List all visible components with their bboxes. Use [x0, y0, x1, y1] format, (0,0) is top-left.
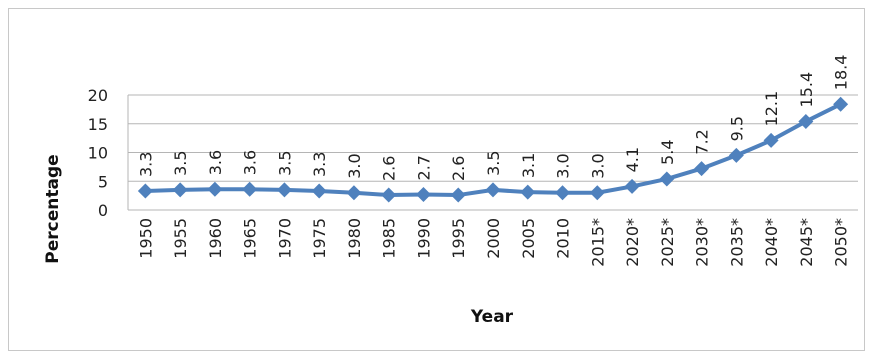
marker-1965: [242, 181, 258, 197]
data-label-1985: 2.6: [380, 156, 399, 181]
marker-1995: [450, 187, 466, 203]
marker-2010: [555, 185, 571, 201]
data-label-2050*: 18.4: [832, 55, 851, 91]
marker-2035*: [728, 147, 744, 163]
data-label-2010: 3.0: [554, 153, 573, 178]
data-label-1965: 3.6: [241, 150, 260, 175]
x-tick-2015*: 2015*: [588, 218, 607, 267]
x-tick-2030*: 2030*: [693, 218, 712, 267]
data-label-2005: 3.1: [519, 153, 538, 178]
marker-1955: [172, 182, 188, 198]
y-tick-20: 20: [88, 86, 108, 105]
data-label-1980: 3.0: [345, 153, 364, 178]
data-label-2015*: 3.0: [588, 153, 607, 178]
x-tick-2050*: 2050*: [832, 218, 851, 267]
marker-1960: [207, 181, 223, 197]
x-tick-2005: 2005: [519, 218, 538, 259]
x-tick-2035*: 2035*: [727, 218, 746, 267]
marker-2015*: [589, 185, 605, 201]
data-label-2025*: 5.4: [658, 139, 677, 164]
chart-frame: [8, 8, 865, 351]
y-tick-0: 0: [98, 201, 108, 220]
x-axis-title: Year: [470, 307, 514, 327]
data-labels: 3.3 3.5 3.6 3.6 3.5 3.3 3.0 2.6 2.7 2.6 3.5 3.1 3.0 3…: [136, 55, 850, 181]
x-tick-2020*: 2020*: [623, 218, 642, 267]
x-tick-1950: 1950: [136, 218, 155, 259]
marker-1980: [346, 185, 362, 201]
x-tick-2045*: 2045*: [797, 218, 816, 267]
data-label-1970: 3.5: [275, 150, 294, 175]
x-tick-labels: 1950 1955 1960 1965 1970 1975 1980 1985 1990 1995…: [136, 218, 850, 267]
data-label-2000: 3.5: [484, 150, 503, 175]
data-label-1955: 3.5: [171, 150, 190, 175]
data-label-1950: 3.3: [136, 152, 155, 177]
x-tick-1980: 1980: [345, 218, 364, 259]
y-tick-5: 5: [98, 172, 108, 191]
data-label-1990: 2.7: [414, 155, 433, 180]
data-label-1975: 3.3: [310, 152, 329, 177]
marker-1950: [137, 183, 153, 199]
y-tick-15: 15: [88, 115, 108, 134]
marker-2020*: [624, 178, 640, 194]
marker-2050*: [833, 96, 849, 112]
marker-2040*: [763, 132, 779, 148]
data-label-2020*: 4.1: [623, 147, 642, 172]
data-label-2035*: 9.5: [727, 116, 746, 141]
marker-2030*: [694, 161, 710, 177]
data-label-1960: 3.6: [206, 150, 225, 175]
x-tick-1995: 1995: [449, 218, 468, 259]
x-tick-1975: 1975: [310, 218, 329, 259]
y-tick-10: 10: [88, 144, 108, 163]
y-tick-labels: 0 5 10 15 20: [88, 86, 108, 220]
x-tick-1970: 1970: [275, 218, 294, 259]
x-tick-1955: 1955: [171, 218, 190, 259]
data-label-2040*: 12.1: [762, 91, 781, 127]
marker-1985: [381, 187, 397, 203]
x-tick-1965: 1965: [241, 218, 260, 259]
gridlines: [127, 94, 858, 211]
x-tick-1960: 1960: [206, 218, 225, 259]
series-markers: [137, 96, 849, 203]
x-tick-2025*: 2025*: [658, 218, 677, 267]
marker-1990: [415, 186, 431, 202]
marker-1970: [276, 182, 292, 198]
x-tick-2000: 2000: [484, 218, 503, 259]
marker-2005: [520, 184, 536, 200]
data-label-2045*: 15.4: [797, 72, 816, 108]
x-tick-2040*: 2040*: [762, 218, 781, 267]
marker-2000: [485, 182, 501, 198]
x-tick-1990: 1990: [414, 218, 433, 259]
marker-1975: [311, 183, 327, 199]
data-label-2030*: 7.2: [693, 129, 712, 154]
x-tick-2010: 2010: [554, 218, 573, 259]
y-axis-title: Percentage: [43, 154, 63, 263]
marker-2045*: [798, 113, 814, 129]
data-label-1995: 2.6: [449, 156, 468, 181]
x-tick-1985: 1985: [380, 218, 399, 259]
marker-2025*: [659, 171, 675, 187]
